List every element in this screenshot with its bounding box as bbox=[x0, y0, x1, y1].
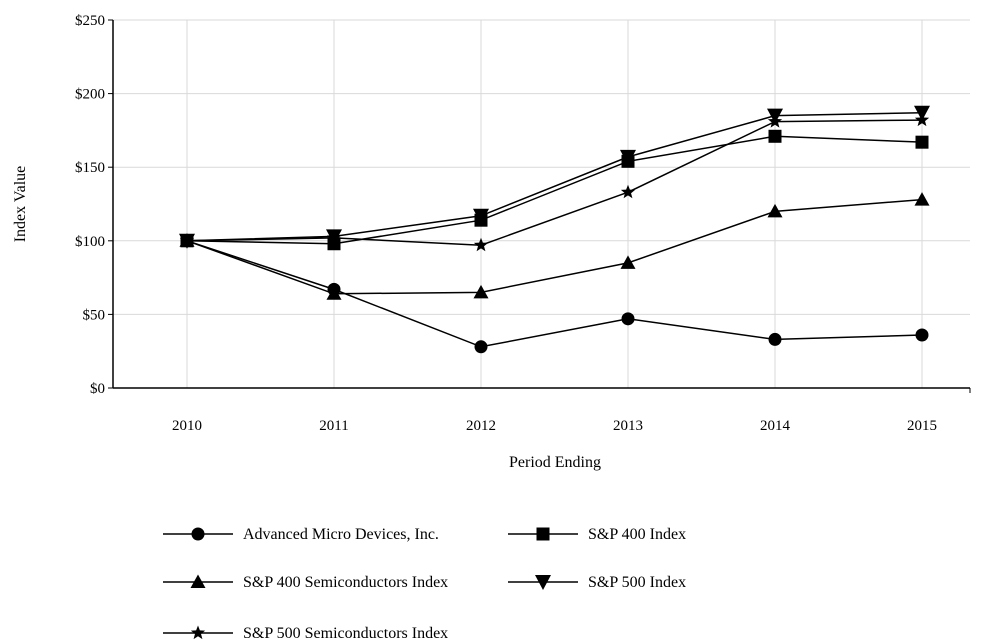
y-tick-label: $200 bbox=[75, 87, 105, 103]
x-tick-label: 2014 bbox=[760, 418, 791, 434]
legend-item-advanced-micro-devices-inc: Advanced Micro Devices, Inc. bbox=[163, 526, 439, 543]
y-tick-label: $100 bbox=[75, 234, 105, 250]
legend: Advanced Micro Devices, Inc. S&P 400 Inde… bbox=[163, 526, 686, 642]
series-sandp-500-index bbox=[179, 105, 930, 249]
data-point-square bbox=[915, 135, 929, 149]
series-line bbox=[186, 135, 923, 245]
data-point-circle bbox=[768, 332, 782, 346]
series-sandp-400-semiconductors-index bbox=[179, 192, 930, 300]
x-tick-label: 2012 bbox=[466, 418, 496, 434]
data-point-triangle-down bbox=[473, 208, 489, 224]
grid bbox=[113, 19, 970, 388]
y-tick-label: $0 bbox=[90, 381, 105, 397]
data-point-square bbox=[768, 129, 782, 143]
data-point-triangle-up bbox=[620, 255, 636, 269]
legend-marker-triangle-up bbox=[190, 574, 206, 588]
y-tick-labels: $0 $50 $100 $150 $200 $250 bbox=[75, 13, 113, 397]
legend-label: S&P 400 Semiconductors Index bbox=[243, 574, 448, 591]
series-sandp-500-semiconductors-index bbox=[179, 112, 930, 252]
data-point-star bbox=[473, 237, 489, 252]
data-point-circle bbox=[474, 340, 488, 354]
legend-marker-circle bbox=[191, 527, 205, 541]
legend-label: S&P 500 Semiconductors Index bbox=[243, 625, 448, 642]
y-tick-label: $150 bbox=[75, 160, 105, 176]
data-point-triangle-down bbox=[620, 149, 636, 165]
legend-item-sandp-400-semiconductors-index: S&P 400 Semiconductors Index bbox=[163, 574, 448, 591]
data-point-triangle-up bbox=[767, 203, 783, 218]
data-point-triangle-up bbox=[326, 286, 342, 300]
legend-marker-square bbox=[536, 527, 550, 541]
data-point-triangle-up bbox=[914, 192, 930, 206]
y-tick-label: $50 bbox=[83, 307, 106, 323]
x-tick-labels: 2010 2011 2012 2013 2014 2015 bbox=[172, 388, 971, 434]
series-group bbox=[179, 105, 930, 354]
series-line bbox=[186, 119, 923, 246]
data-point-circle bbox=[621, 312, 635, 326]
series-line bbox=[186, 198, 923, 295]
y-axis-title: Index Value bbox=[12, 166, 29, 243]
axes bbox=[112, 20, 970, 389]
legend-marker-star bbox=[190, 625, 206, 640]
legend-item-sandp-500-semiconductors-index: S&P 500 Semiconductors Index bbox=[163, 625, 448, 642]
data-point-star bbox=[326, 230, 342, 244]
data-point-star bbox=[620, 184, 636, 199]
y-tick-label: $250 bbox=[75, 13, 105, 29]
series-line bbox=[186, 111, 923, 242]
legend-label: S&P 500 Index bbox=[588, 574, 686, 591]
data-point-triangle-up bbox=[473, 284, 489, 299]
data-point-circle bbox=[915, 328, 929, 342]
series-advanced-micro-devices-inc bbox=[180, 234, 929, 354]
data-point-star bbox=[767, 114, 783, 128]
x-tick-label: 2015 bbox=[907, 418, 937, 434]
x-axis-title: Period Ending bbox=[509, 454, 601, 471]
data-point-star bbox=[179, 233, 195, 247]
legend-marker-triangle-down bbox=[535, 575, 551, 590]
legend-label: Advanced Micro Devices, Inc. bbox=[243, 526, 439, 543]
x-tick-label: 2010 bbox=[172, 418, 202, 434]
legend-label: S&P 400 Index bbox=[588, 526, 686, 543]
legend-item-sandp-500-index: S&P 500 Index bbox=[508, 574, 686, 591]
x-tick-label: 2011 bbox=[319, 418, 348, 434]
x-tick-label: 2013 bbox=[613, 418, 643, 434]
series-sandp-400-index bbox=[180, 129, 929, 251]
legend-item-sandp-400-index: S&P 400 Index bbox=[508, 526, 686, 543]
data-point-star bbox=[914, 112, 930, 127]
series-line bbox=[186, 240, 923, 348]
